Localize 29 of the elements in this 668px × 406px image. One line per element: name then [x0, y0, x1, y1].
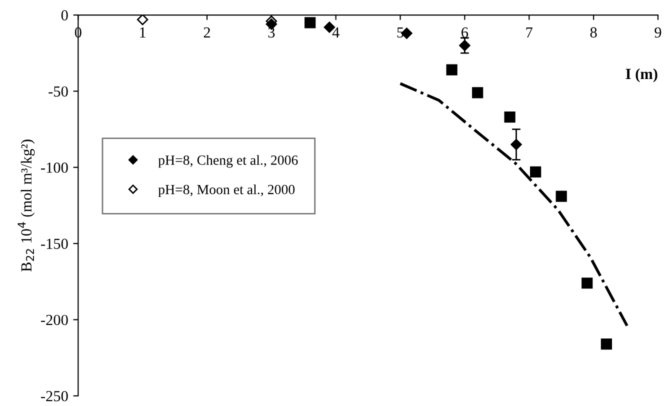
x-axis-title: I (m) [626, 68, 658, 82]
y-tick-label: -200 [41, 314, 68, 326]
x-tick-label: 8 [590, 27, 597, 38]
y-axis-title: B$_{22}$ 10$^{4}$ (mol m³/kg²) [18, 140, 35, 272]
point [582, 278, 593, 289]
x-tick-label: 1 [140, 27, 146, 38]
point [472, 87, 484, 98]
y-tick-label: -150 [41, 238, 68, 249]
point [136, 15, 148, 26]
y-tick-label: -50 [48, 86, 68, 97]
point [600, 338, 612, 350]
legend-label: pH=8, Moon et al., 2000 [158, 184, 295, 198]
point [556, 190, 567, 202]
legend-label: pH=8, Cheng et al., 2006 [158, 155, 298, 168]
y-tick-label: -100 [41, 162, 68, 173]
point [530, 166, 542, 178]
x-tick-label: 4 [332, 27, 340, 38]
point [304, 17, 316, 28]
x-tick-label: 2 [204, 27, 210, 38]
y-tick-label: 0 [61, 10, 68, 20]
point [459, 40, 470, 52]
x-tick-label: 7 [526, 27, 533, 38]
point [446, 64, 458, 76]
y-tick-label: -250 [41, 390, 68, 402]
x-tick-label: 6 [462, 27, 468, 38]
line-series [398, 82, 628, 328]
point [504, 112, 516, 123]
point [510, 138, 522, 150]
x-tick-label: 9 [654, 27, 662, 38]
